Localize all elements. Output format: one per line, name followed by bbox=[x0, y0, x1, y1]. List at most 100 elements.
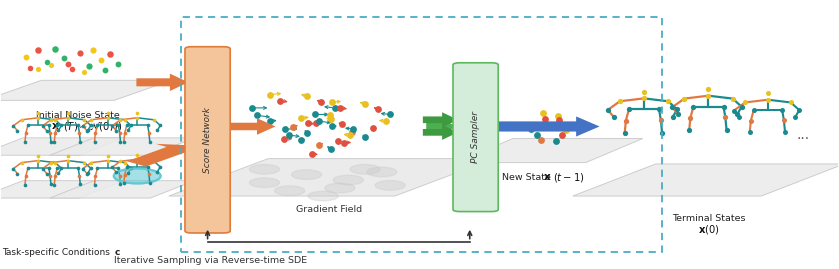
Point bbox=[250, 113, 263, 117]
Polygon shape bbox=[137, 74, 188, 91]
Point bbox=[519, 122, 533, 127]
Point bbox=[779, 130, 792, 134]
Point bbox=[701, 94, 715, 98]
Point bbox=[551, 114, 565, 118]
Point bbox=[49, 47, 62, 51]
Point bbox=[343, 133, 357, 137]
Point bbox=[279, 127, 292, 131]
Point bbox=[114, 182, 128, 187]
Point bbox=[732, 115, 746, 119]
Point bbox=[42, 166, 55, 170]
Point bbox=[106, 124, 119, 128]
Point bbox=[84, 166, 97, 170]
Point bbox=[263, 93, 277, 97]
Point bbox=[333, 106, 347, 110]
Point bbox=[661, 99, 675, 103]
Point bbox=[564, 123, 577, 127]
Point bbox=[65, 67, 79, 71]
Point bbox=[118, 160, 132, 165]
Point bbox=[777, 118, 790, 122]
Circle shape bbox=[375, 180, 405, 190]
Polygon shape bbox=[127, 144, 196, 167]
Point bbox=[346, 130, 359, 134]
Point bbox=[118, 118, 132, 122]
Circle shape bbox=[114, 168, 161, 183]
Point bbox=[727, 108, 741, 113]
Point bbox=[638, 96, 651, 101]
Text: Gradient Field: Gradient Field bbox=[296, 205, 362, 214]
Point bbox=[19, 174, 33, 178]
Point bbox=[57, 56, 70, 60]
Point bbox=[336, 122, 349, 126]
Point bbox=[78, 118, 91, 122]
Point bbox=[44, 63, 58, 67]
Point bbox=[300, 94, 314, 98]
Point bbox=[623, 107, 636, 112]
Point bbox=[726, 96, 739, 101]
Text: Task-specific Conditions: Task-specific Conditions bbox=[3, 248, 113, 257]
Point bbox=[99, 68, 112, 72]
Point bbox=[148, 118, 161, 122]
Text: $(T) \sim \mathcal{N}(0, I)$: $(T) \sim \mathcal{N}(0, I)$ bbox=[63, 120, 122, 133]
Point bbox=[744, 118, 758, 123]
Point bbox=[738, 100, 752, 105]
Point bbox=[114, 139, 128, 144]
Point bbox=[61, 116, 75, 120]
FancyBboxPatch shape bbox=[185, 47, 230, 233]
Point bbox=[114, 159, 128, 163]
Point bbox=[42, 123, 55, 128]
Point bbox=[670, 107, 684, 112]
Circle shape bbox=[367, 167, 397, 177]
Point bbox=[654, 118, 668, 122]
Polygon shape bbox=[228, 118, 275, 135]
Point bbox=[263, 119, 277, 123]
Point bbox=[21, 123, 34, 128]
Point bbox=[40, 60, 54, 64]
Point bbox=[102, 111, 115, 115]
Point bbox=[7, 167, 20, 171]
Point bbox=[74, 51, 87, 55]
Point bbox=[117, 181, 131, 186]
Point bbox=[294, 116, 307, 120]
Text: Initial Noise State: Initial Noise State bbox=[36, 111, 120, 120]
Polygon shape bbox=[456, 139, 643, 162]
Point bbox=[113, 174, 127, 178]
Circle shape bbox=[274, 186, 305, 196]
Point bbox=[324, 113, 337, 117]
Point bbox=[50, 166, 64, 170]
Point bbox=[720, 128, 733, 132]
Point bbox=[131, 157, 144, 161]
Point bbox=[120, 123, 133, 128]
Point bbox=[131, 111, 144, 115]
Text: New State: New State bbox=[502, 173, 556, 182]
Point bbox=[112, 166, 125, 170]
Point bbox=[81, 171, 94, 176]
Point bbox=[325, 100, 338, 105]
Point bbox=[324, 117, 337, 122]
Point bbox=[73, 131, 86, 135]
Point bbox=[784, 100, 797, 105]
Point bbox=[555, 133, 569, 137]
Point bbox=[325, 124, 338, 129]
Point bbox=[106, 165, 119, 169]
Point bbox=[49, 131, 62, 135]
Point bbox=[524, 127, 538, 131]
Point bbox=[701, 87, 715, 91]
Point bbox=[278, 137, 291, 141]
Point bbox=[312, 119, 326, 123]
Point bbox=[76, 167, 90, 171]
Point bbox=[49, 174, 62, 178]
Point bbox=[682, 128, 696, 133]
Polygon shape bbox=[423, 125, 458, 140]
Point bbox=[102, 158, 115, 163]
Point bbox=[44, 160, 58, 165]
Point bbox=[78, 160, 91, 165]
Point bbox=[32, 158, 45, 163]
Point bbox=[337, 140, 351, 145]
Point bbox=[85, 160, 98, 165]
Point bbox=[15, 160, 29, 165]
Point bbox=[32, 154, 45, 158]
Point bbox=[85, 118, 98, 122]
Point bbox=[36, 167, 50, 171]
Point bbox=[52, 128, 65, 133]
